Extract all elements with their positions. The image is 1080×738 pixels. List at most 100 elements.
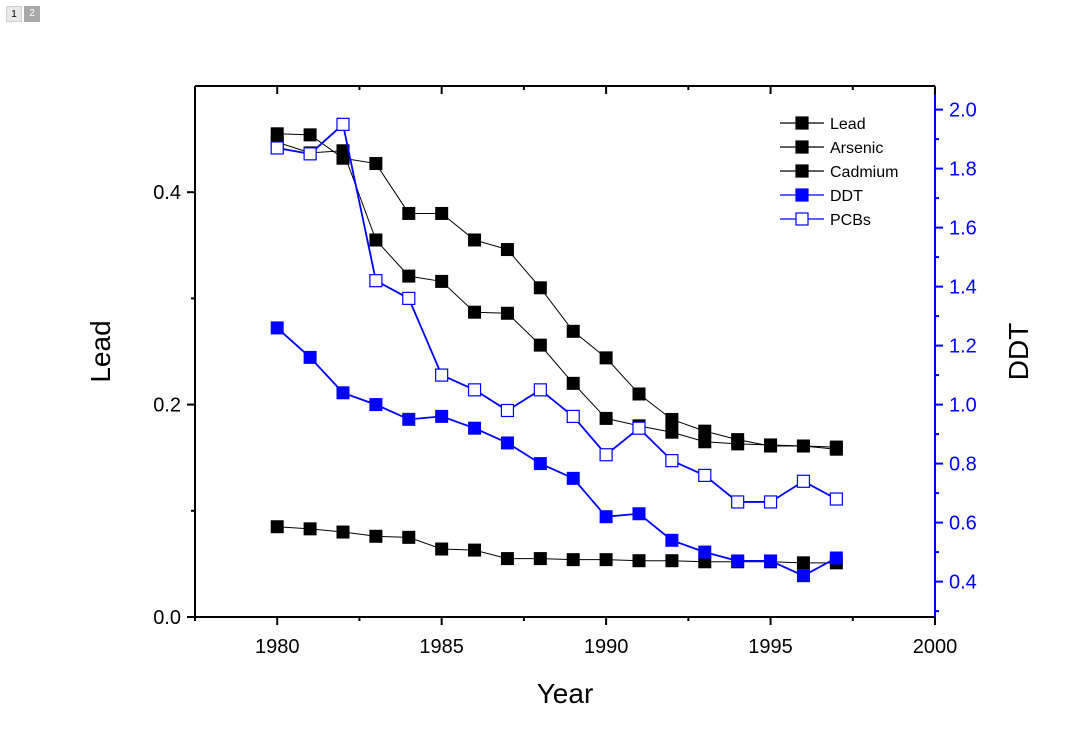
cadmium-point [270,520,284,534]
ddt-point [303,350,317,364]
ddt-point [435,409,449,423]
lead-point [500,243,514,257]
series-cadmium [270,520,843,570]
x-tick-label: 1990 [584,636,629,658]
ddt-point [698,545,712,559]
arsenic-point [500,306,514,320]
series-ddt [270,321,843,583]
legend-label: Arsenic [830,140,883,157]
ddt-point [665,533,679,547]
series-pcbs [270,117,843,509]
cadmium-point [500,552,514,566]
pcbs-point [829,492,843,506]
y2-tick-label: 1.8 [949,159,977,181]
ddt-point [270,321,284,335]
arsenic-point [665,425,679,439]
ddt-line [276,327,837,577]
page-tab-2[interactable]: 2 [24,6,40,22]
arsenic-point [829,442,843,456]
legend-label: PCBs [830,212,871,229]
y2-tick-label: 1.0 [949,395,977,417]
pcbs-point [731,495,745,509]
pcbs-point [698,468,712,482]
ddt-point [468,421,482,435]
pcbs-point [500,403,515,418]
legend-marker [795,188,809,202]
arsenic-point [731,437,745,451]
pcbs-point [566,409,580,423]
arsenic-point [698,435,712,449]
ddt-point [402,412,416,426]
lead-point [533,281,547,295]
axes: 1980 1985 1990 1995 2000 0.0 0.2 0.4 0.4 0.6 0.8 1.… [153,85,977,658]
cadmium-point [665,554,679,568]
lead-point [435,206,449,220]
legend-item-lead: Lead [780,116,866,133]
pcbs-point [533,383,547,397]
ddt-point [336,386,350,400]
cadmium-point [566,553,580,567]
pcbs-point [369,274,383,288]
x-tick-label: 1985 [419,636,464,658]
legend-marker [795,116,809,130]
cadmium-point [303,522,317,536]
arsenic-point [796,439,810,453]
y2-tick-label: 0.4 [949,572,977,594]
cadmium-line [277,526,837,564]
pcbs-point [599,448,613,462]
legend-label: DDT [830,188,863,205]
cadmium-point [369,529,383,543]
x-tick-label: 1980 [255,636,300,658]
cadmium-point [632,554,646,568]
lead-point [468,233,482,247]
series-layer [270,117,843,583]
legend-label: Lead [830,116,866,133]
pcbs-point [467,383,482,397]
ddt-point [369,398,383,412]
lead-point [369,157,383,171]
arsenic-point [369,233,383,247]
pcbs-line [277,122,837,503]
pcbs-point [665,454,679,468]
cadmium-point [402,530,416,544]
cadmium-point [468,543,482,557]
y2-tick-label: 0.8 [949,454,977,476]
y2-axis-title: DDT [1003,323,1034,381]
pcbs-point [763,495,778,509]
ddt-point [533,457,547,471]
legend-item-cadmium: Cadmium [780,164,898,181]
arsenic-point [599,411,613,425]
cadmium-point [796,556,810,570]
pcbs-point [336,117,350,131]
x-tick-label: 1995 [748,636,793,658]
arsenic-point [764,438,778,452]
page-tab-1[interactable]: 1 [6,6,22,22]
cadmium-point [435,542,449,556]
legend-marker [795,140,809,154]
y-tick-label: 0.2 [153,395,181,417]
arsenic-point [468,305,482,319]
pcbs-point [435,368,449,382]
y2-tick-label: 1.6 [949,218,977,240]
ddt-point [566,471,580,485]
page-tabs: 1 2 [6,6,40,22]
series-arsenic [270,135,843,456]
legend-item-arsenic: Arsenic [780,140,883,157]
ddt-point [632,507,646,521]
pcbs-point [632,421,646,435]
ddt-point [829,551,843,565]
lead-point [303,128,317,142]
pcbs-point [270,141,284,155]
cadmium-point [599,553,613,567]
legend-marker [795,212,809,226]
x-tick-label: 2000 [913,636,958,658]
pcbs-point [796,474,811,488]
legend-label: Cadmium [830,164,898,181]
arsenic-point [533,338,547,352]
legend: Lead Arsenic Cadmium DDT PCBs [780,116,898,229]
y2-tick-label: 1.2 [949,336,977,358]
y-axis-title: Lead [85,320,116,382]
ddt-point [500,436,514,450]
lead-point [632,387,646,401]
